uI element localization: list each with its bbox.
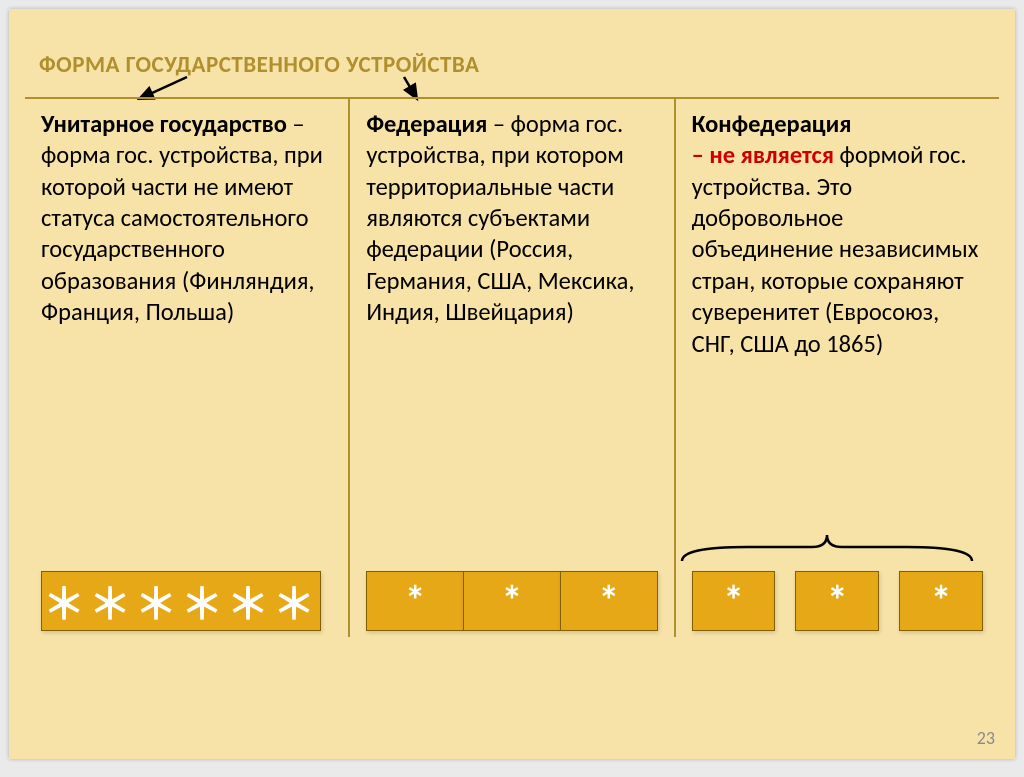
boxrow-confederation: * * * bbox=[676, 557, 999, 637]
def-text-federation: – форма гос. устройства, при котором тер… bbox=[366, 109, 634, 327]
title-wrap: ФОРМА ГОСУДАРСТВЕННОГО УСТРОЙСТВА bbox=[39, 51, 479, 79]
column-confederation: Конфедерация – не является формой гос. у… bbox=[676, 99, 999, 637]
page-number: 23 bbox=[977, 727, 995, 749]
slide-title: ФОРМА ГОСУДАРСТВЕННОГО УСТРОЙСТВА bbox=[39, 51, 479, 79]
red-part: – не является bbox=[692, 140, 834, 170]
def-text-confederation: формой гос. устройства. Это добровольное… bbox=[692, 140, 979, 358]
definition-unitary: Унитарное государство – форма гос. устро… bbox=[41, 109, 332, 329]
definition-confederation: Конфедерация – не является формой гос. у… bbox=[692, 109, 983, 360]
columns-container: Унитарное государство – форма гос. устро… bbox=[25, 97, 999, 637]
term-confederation: Конфедерация bbox=[692, 109, 852, 139]
confed-cell-2: * bbox=[795, 571, 879, 631]
boxrow-federation: * * * bbox=[350, 557, 673, 637]
definition-federation: Федерация – форма гос. устройства, при к… bbox=[366, 109, 657, 329]
term-unitary: Унитарное государство bbox=[41, 109, 287, 139]
federation-cell-1: * bbox=[366, 571, 463, 631]
column-federation: Федерация – форма гос. устройства, при к… bbox=[350, 99, 675, 637]
federation-cell-2: * bbox=[463, 571, 560, 631]
confed-cell-3: * bbox=[899, 571, 983, 631]
column-unitary: Унитарное государство – форма гос. устро… bbox=[25, 99, 350, 637]
term-federation: Федерация bbox=[366, 109, 487, 139]
confed-cell-1: * bbox=[692, 571, 776, 631]
federation-cell-3: * bbox=[560, 571, 658, 631]
def-text-unitary: – форма гос. устройства, при которой час… bbox=[41, 109, 323, 327]
unitary-box: ＊＊＊＊＊＊ bbox=[41, 571, 321, 631]
slide: ФОРМА ГОСУДАРСТВЕННОГО УСТРОЙСТВА Унитар… bbox=[9, 9, 1015, 759]
boxrow-unitary: ＊＊＊＊＊＊ bbox=[25, 557, 348, 637]
brace-icon bbox=[677, 533, 977, 563]
